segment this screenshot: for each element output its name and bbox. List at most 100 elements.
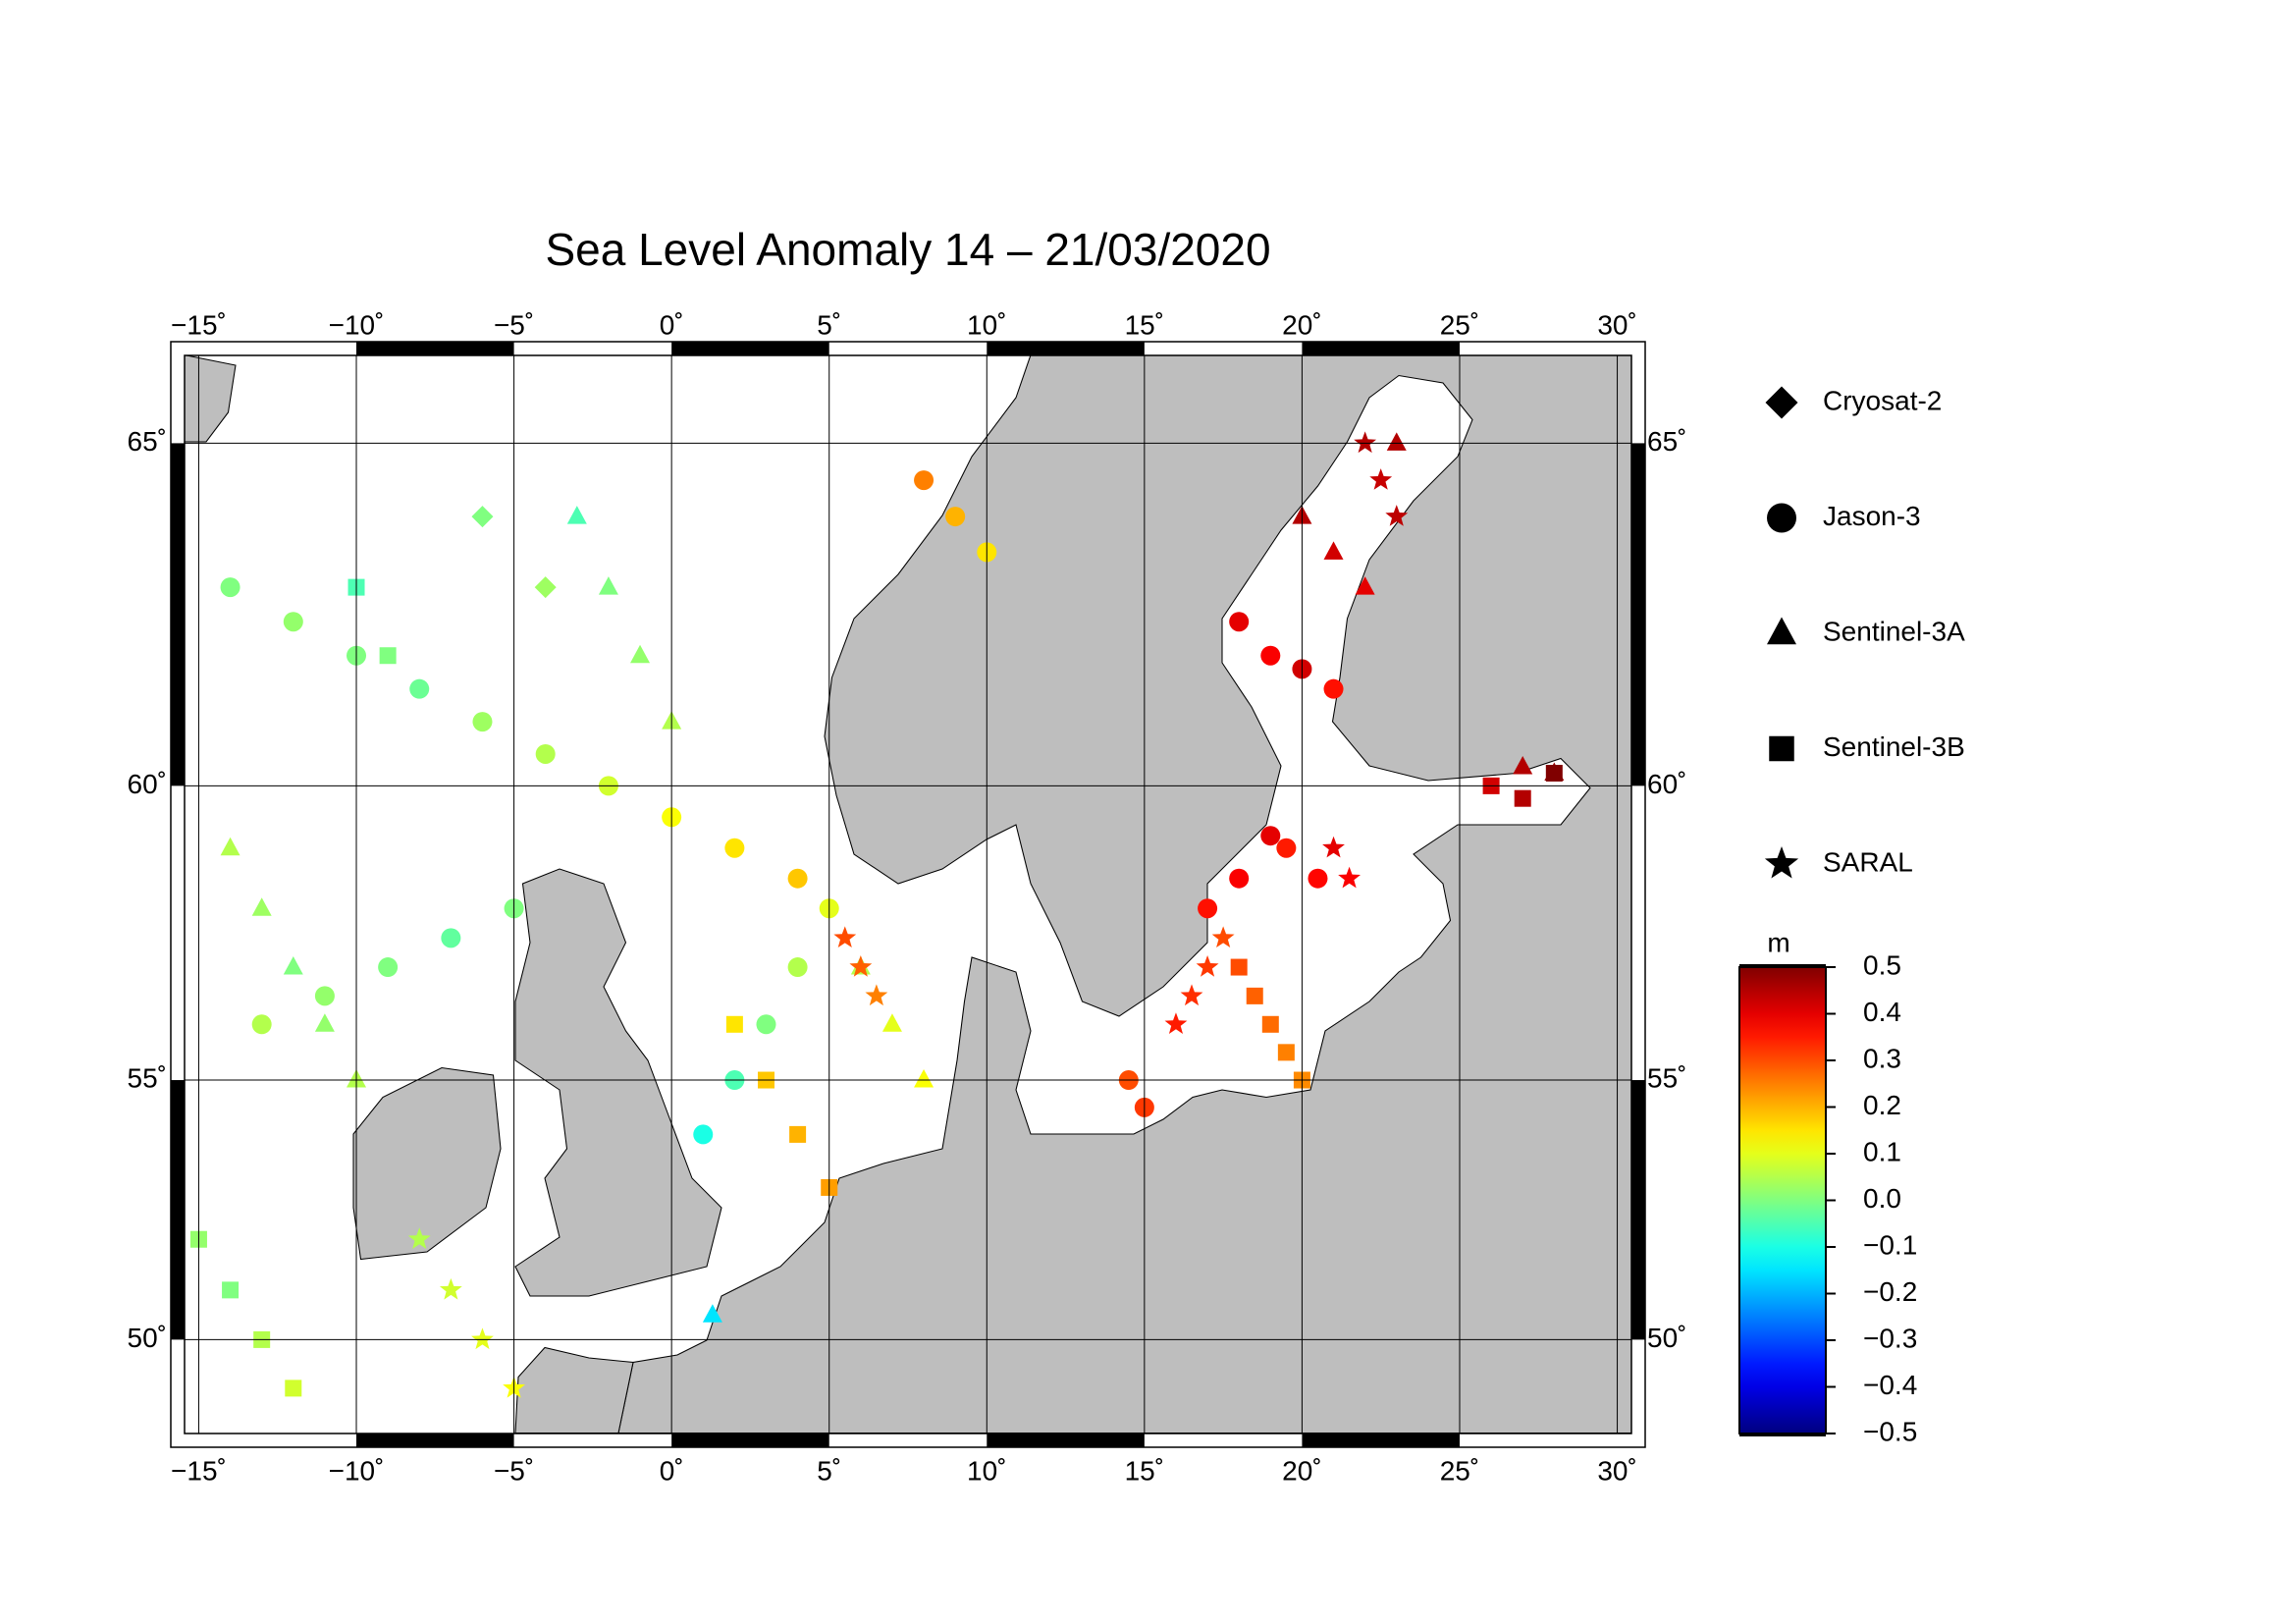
- marker-triangle: [220, 837, 240, 856]
- x-tick-label: −10˚: [329, 309, 385, 340]
- marker-triangle: [598, 576, 618, 595]
- marker-star: [407, 1227, 431, 1249]
- marker-circle: [1308, 868, 1328, 889]
- colorbar-tick-label: 0.3: [1863, 1043, 1901, 1073]
- colorbar-tick-label: −0.5: [1863, 1416, 1917, 1446]
- marker-circle: [535, 743, 556, 764]
- marker-triangle: [283, 956, 303, 975]
- frame-bar: [356, 342, 514, 355]
- marker-square: [379, 647, 397, 665]
- marker-square: [1277, 1044, 1295, 1061]
- marker-star: [849, 955, 873, 977]
- marker-square: [1261, 1015, 1279, 1033]
- marker-square: [285, 1380, 302, 1397]
- colorbar-tick-label: −0.2: [1863, 1276, 1917, 1307]
- legend-label: Sentinel-3B: [1823, 731, 1965, 762]
- marker-square: [725, 1015, 743, 1033]
- marker-star: [1180, 984, 1203, 1006]
- colorbar-tick-label: 0.4: [1863, 997, 1901, 1027]
- marker-circle: [787, 868, 808, 889]
- x-tick-label: 0˚: [660, 1455, 684, 1486]
- marker-star: [865, 984, 888, 1006]
- x-tick-label: 5˚: [817, 1455, 841, 1486]
- frame-bar: [1302, 342, 1460, 355]
- marker-square: [1545, 764, 1563, 782]
- marker-triangle: [1323, 541, 1344, 560]
- marker-star: [1211, 926, 1235, 948]
- marker-triangle: [702, 1304, 722, 1323]
- france: [514, 1346, 634, 1434]
- x-tick-label: 30˚: [1597, 309, 1636, 340]
- marker-star: [471, 1327, 494, 1350]
- x-tick-label: −15˚: [171, 309, 227, 340]
- marker-square: [1514, 789, 1531, 807]
- marker-circle: [314, 986, 335, 1006]
- y-tick-label: 55˚: [1647, 1062, 1686, 1093]
- axes: −15˚ −15˚ −10˚ −10˚ −5˚ −5˚ 0˚ 0˚ 5˚ 5˚ 10˚ 10˚ 15˚ 1…: [128, 309, 1966, 1486]
- marker-diamond: [534, 576, 557, 599]
- x-tick-label: 20˚: [1282, 1455, 1321, 1486]
- marker-circle: [378, 957, 399, 978]
- marker-triangle: [1513, 756, 1533, 775]
- y-tick-label: 60˚: [1647, 769, 1686, 799]
- marker-triangle: [566, 506, 587, 524]
- marker-circle: [914, 470, 934, 491]
- colorbar-tick-label: −0.3: [1863, 1323, 1917, 1353]
- land: [185, 355, 1631, 1434]
- frame-bar: [1631, 1080, 1645, 1340]
- frame-bar: [171, 443, 185, 786]
- colorbar-tick-label: 0.1: [1863, 1136, 1901, 1166]
- marker-circle: [1229, 612, 1250, 632]
- frame-bar: [1631, 443, 1645, 786]
- marker-circle: [1767, 503, 1796, 533]
- x-tick-label: 25˚: [1440, 309, 1479, 340]
- colorbar-cap: [1739, 964, 1826, 968]
- legend-label: Jason-3: [1823, 501, 1921, 531]
- marker-circle: [1260, 645, 1281, 666]
- frame-bar: [671, 342, 829, 355]
- marker-diamond: [471, 506, 494, 528]
- great-britain: [514, 868, 722, 1297]
- frame-bar: [987, 342, 1145, 355]
- colorbar-tick-label: −0.4: [1863, 1370, 1917, 1400]
- marker-circle: [1198, 898, 1218, 919]
- colorbar-tick-label: 0.5: [1863, 949, 1901, 980]
- marker-triangle: [1355, 576, 1375, 595]
- frame-bar: [356, 1434, 514, 1447]
- iceland: [185, 355, 237, 443]
- y-tick-label: 65˚: [1647, 426, 1686, 457]
- x-tick-label: 0˚: [660, 309, 684, 340]
- colorbar-tick-label: 0.0: [1863, 1183, 1901, 1214]
- marker-star: [833, 926, 857, 948]
- marker-circle: [787, 957, 808, 978]
- marker-circle: [1323, 678, 1344, 699]
- x-tick-label: 20˚: [1282, 309, 1321, 340]
- marker-circle: [441, 928, 461, 948]
- marker-star: [439, 1277, 462, 1300]
- marker-circle: [409, 678, 430, 699]
- marker-star: [1385, 505, 1409, 526]
- marker-diamond: [1765, 386, 1798, 419]
- ireland: [352, 1066, 502, 1261]
- x-tick-label: 25˚: [1440, 1455, 1479, 1486]
- scandinavia-continent: [617, 355, 1631, 1434]
- marker-circle: [1260, 826, 1281, 846]
- marker-triangle: [251, 897, 272, 916]
- frame-bar: [671, 1434, 829, 1447]
- marker-triangle: [1767, 617, 1796, 645]
- marker-circle: [756, 1014, 776, 1035]
- x-tick-label: −10˚: [329, 1455, 385, 1486]
- y-tick-label: 55˚: [128, 1062, 167, 1093]
- marker-circle: [220, 577, 240, 598]
- y-tick-label: 50˚: [1647, 1323, 1686, 1353]
- marker-star: [1369, 468, 1393, 490]
- marker-triangle: [881, 1013, 902, 1032]
- marker-star: [1164, 1012, 1188, 1034]
- legend-label: SARAL: [1823, 846, 1913, 877]
- marker-star: [1196, 955, 1219, 977]
- y-tick-label: 50˚: [128, 1323, 167, 1353]
- marker-circle: [251, 1014, 272, 1035]
- marker-circle: [693, 1124, 714, 1145]
- frame-outer: [170, 341, 1646, 1448]
